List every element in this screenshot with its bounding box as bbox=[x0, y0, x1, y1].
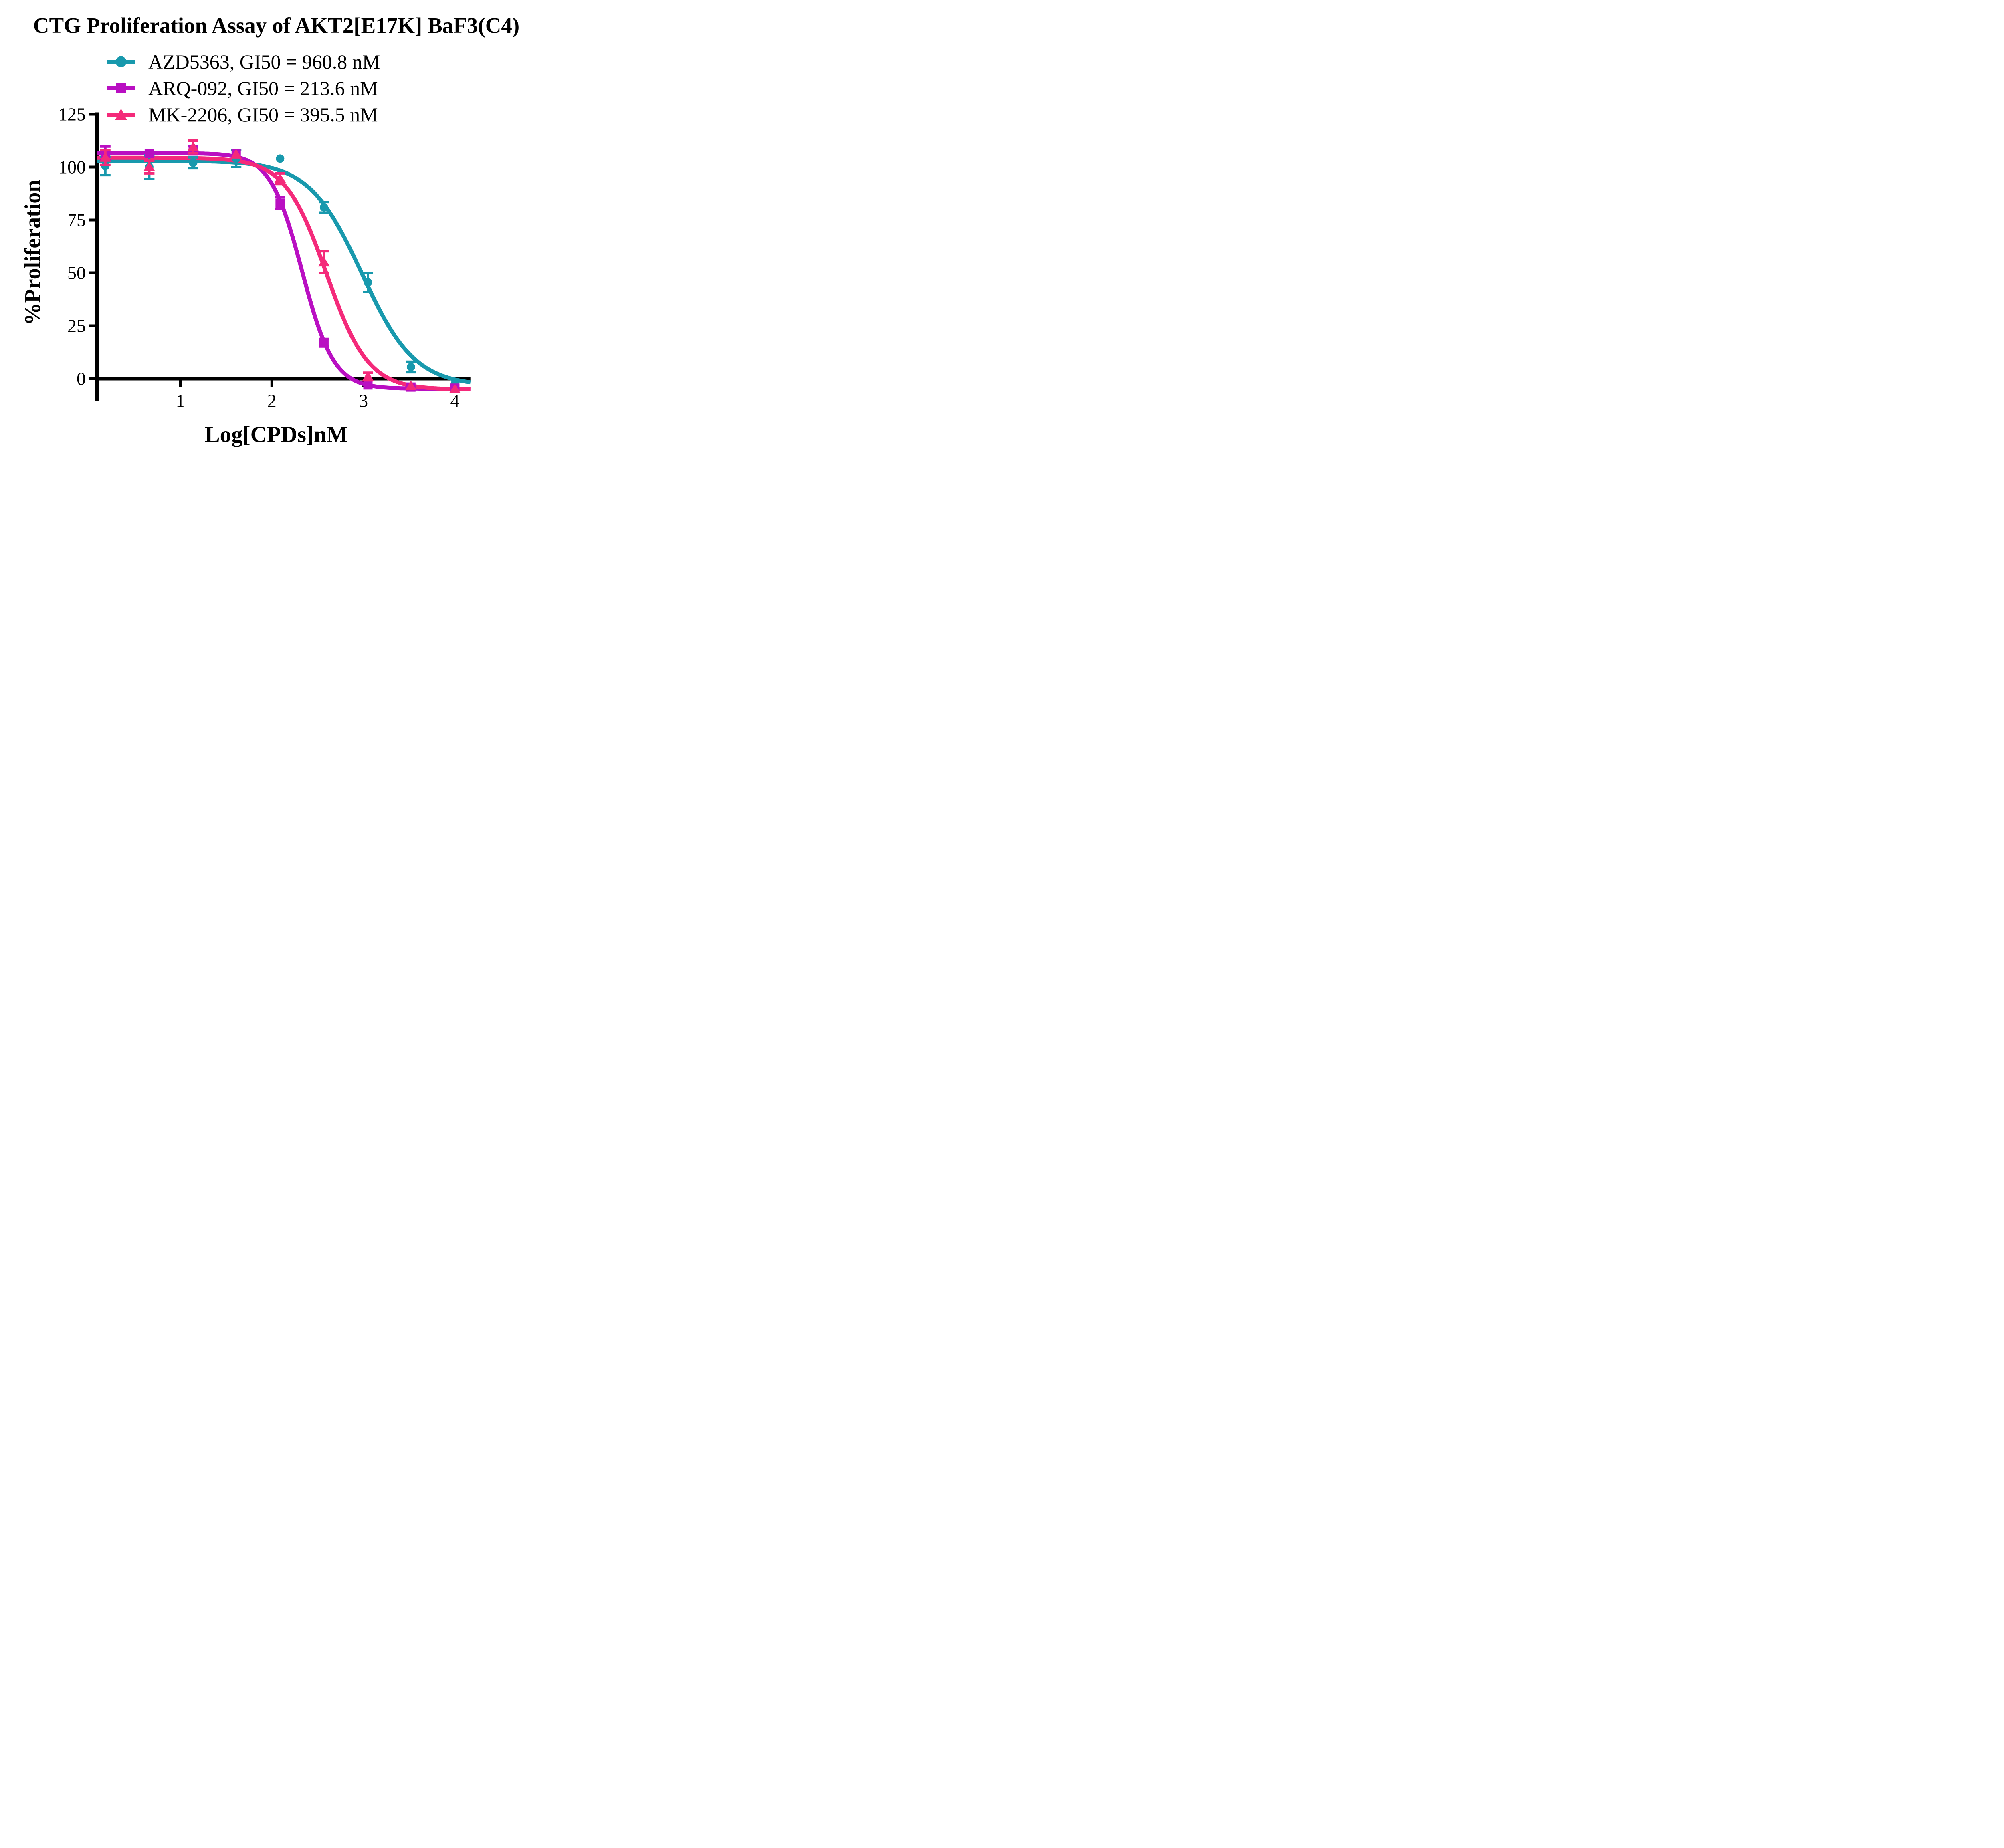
x-tick-label: 1 bbox=[176, 391, 185, 411]
curve-ARQ-092 bbox=[97, 151, 471, 391]
legend-circle bbox=[115, 56, 127, 67]
y-tick-label: 50 bbox=[67, 263, 86, 283]
data-point-square-ARQ-092 bbox=[275, 198, 285, 208]
y-tick-label: 25 bbox=[67, 316, 86, 336]
data-point-circle-AZD5363 bbox=[276, 154, 285, 163]
legend-item-azd5363: AZD5363, GI50 = 960.8 nM bbox=[106, 48, 380, 75]
data-point-triangle-MK-2206 bbox=[230, 149, 242, 159]
data-point-triangle-MK-2206 bbox=[405, 380, 417, 390]
data-point-triangle-MK-2206 bbox=[362, 371, 374, 381]
x-tick-label: 2 bbox=[267, 391, 277, 411]
legend: AZD5363, GI50 = 960.8 nM ARQ-092, GI50 =… bbox=[106, 48, 380, 128]
y-tick-label: 125 bbox=[58, 104, 86, 125]
curve-AZD5363 bbox=[97, 159, 471, 385]
y-tick-label: 100 bbox=[58, 157, 86, 178]
data-point-square-ARQ-092 bbox=[363, 380, 373, 390]
legend-item-arq-092: ARQ-092, GI50 = 213.6 nM bbox=[106, 75, 380, 101]
chart-title: CTG Proliferation Assay of AKT2[E17K] Ba… bbox=[33, 13, 520, 38]
legend-marker-triangle-icon bbox=[107, 109, 135, 120]
y-tick-label: 75 bbox=[67, 210, 86, 230]
data-point-triangle-MK-2206 bbox=[318, 257, 330, 267]
data-point-triangle-MK-2206 bbox=[274, 173, 286, 183]
data-point-triangle-MK-2206 bbox=[99, 152, 111, 162]
data-point-circle-AZD5363 bbox=[406, 363, 415, 371]
legend-label: ARQ-092, GI50 = 213.6 nM bbox=[148, 77, 378, 99]
y-tick-label: 0 bbox=[77, 369, 86, 389]
legend-item-mk-2206: MK-2206, GI50 = 395.5 nM bbox=[106, 101, 380, 128]
data-point-square-ARQ-092 bbox=[319, 338, 329, 347]
legend-square bbox=[116, 83, 126, 93]
data-point-square-ARQ-092 bbox=[144, 149, 154, 158]
legend-marker-circle-icon bbox=[107, 56, 135, 67]
curve-MK-2206 bbox=[97, 155, 471, 391]
x-tick-label: 3 bbox=[359, 391, 368, 411]
data-point-triangle-MK-2206 bbox=[143, 161, 155, 171]
data-point-circle-AZD5363 bbox=[189, 158, 198, 167]
dose-response-chart: 0 25 50 75 100 125 1 2 3 4 bbox=[58, 104, 471, 411]
legend-triangle bbox=[115, 109, 127, 120]
data-point-triangle-MK-2206 bbox=[187, 141, 199, 151]
figure: CTG Proliferation Assay of AKT2[E17K] Ba… bbox=[0, 0, 553, 462]
legend-marker-square-icon bbox=[107, 83, 135, 93]
x-tick-label: 4 bbox=[450, 391, 459, 411]
data-point-circle-AZD5363 bbox=[319, 203, 328, 212]
x-axis-title: Log[CPDs]nM bbox=[204, 422, 348, 447]
data-point-triangle-MK-2206 bbox=[449, 383, 461, 393]
legend-label: AZD5363, GI50 = 960.8 nM bbox=[148, 50, 380, 73]
data-point-circle-AZD5363 bbox=[364, 278, 372, 287]
legend-label: MK-2206, GI50 = 395.5 nM bbox=[148, 103, 378, 126]
